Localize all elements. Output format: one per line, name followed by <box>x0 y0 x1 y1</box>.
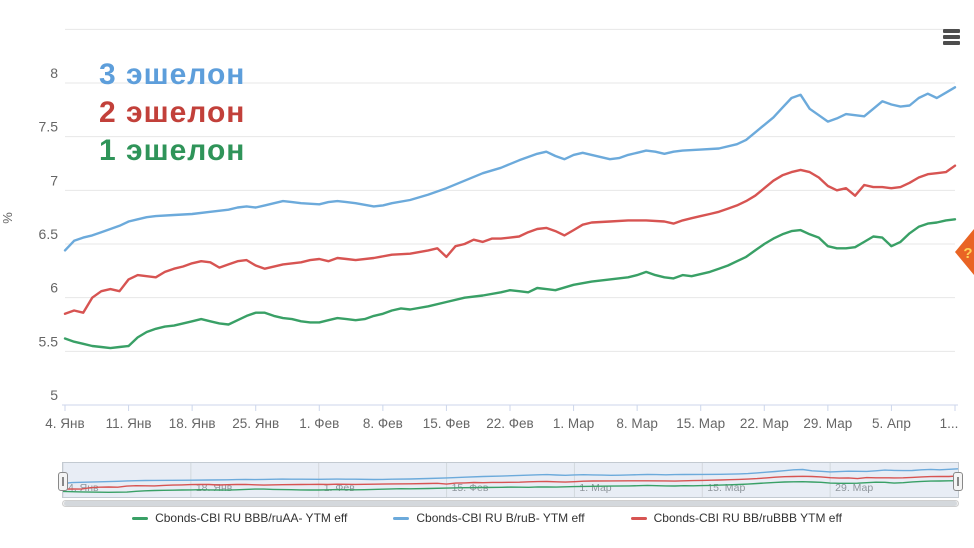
navigator-label: 4. Янв <box>68 482 99 494</box>
x-axis-label: 1. Фев <box>299 416 339 431</box>
price-chart-plot-area[interactable]: 5 5.5 6 6.5 7 7.5 8% 4. Янв 11. Янв 18. Янв 25. Ян… <box>0 0 974 458</box>
legend-item-bbb-ruaa[interactable]: Cbonds-CBI RU BBB/ruAA- YTM eff <box>132 511 347 525</box>
question-mark-icon: ? <box>963 245 972 262</box>
y-axis-label: 6.5 <box>39 226 59 242</box>
x-axis-label: 1. Мар <box>553 416 594 431</box>
series-line-2 <box>63 164 957 315</box>
y-axis-label: 6 <box>50 280 58 296</box>
x-axis-label: 11. Янв <box>106 416 152 431</box>
y-axis-label: 5.5 <box>39 333 59 349</box>
legend-label: Cbonds-CBI RU BBB/ruAA- YTM eff <box>155 511 348 525</box>
hamburger-icon[interactable] <box>938 27 960 47</box>
help-flag[interactable]: ? <box>954 228 974 276</box>
navigator-left-handle[interactable] <box>58 472 68 491</box>
legend-item-bb-rubbb[interactable]: Cbonds-CBI RU BB/ruBBB YTM eff <box>630 511 842 525</box>
legend-label: Cbonds-CBI RU B/ruB- YTM eff <box>416 511 585 525</box>
legend-label: Cbonds-CBI RU BB/ruBBB YTM eff <box>653 511 842 525</box>
annotation-tier-1: 1 эшелон <box>99 134 246 167</box>
scrollbar-thumb[interactable] <box>64 501 957 506</box>
annotation-tier-3: 3 эшелон <box>99 58 246 91</box>
legend-dash-red <box>630 516 647 520</box>
navigator-label: 1. Мар <box>579 482 611 494</box>
series-line-1 <box>63 86 957 252</box>
x-axis-label: 8. Мар <box>616 416 657 431</box>
navigator-series-line-1 <box>62 468 959 485</box>
legend: Cbonds-CBI RU BBB/ruAA- YTM eff Cbonds-C… <box>0 511 974 525</box>
x-axis-label: 5. Апр <box>872 416 911 431</box>
x-axis-label: 15. Фев <box>423 416 470 431</box>
series-line-3 <box>63 218 957 350</box>
navigator[interactable]: 4. Янв 18. Янв 1. Фев 15. Фев 1. Мар 15. Мар 2… <box>58 462 963 498</box>
y-axis-label: 5 <box>50 387 58 403</box>
navigator-label: 18. Янв <box>196 482 233 494</box>
x-axis-label: 18. Янв <box>169 416 216 431</box>
x-axis-label: 29. Мар <box>803 416 852 431</box>
y-axis-title: % <box>0 212 15 224</box>
x-axis-label: 22. Фев <box>486 416 533 431</box>
navigator-label: 29. Мар <box>835 482 873 494</box>
scrollbar-track[interactable] <box>62 500 959 507</box>
y-axis-label: 7 <box>50 172 58 188</box>
x-axis-label: 8. Фев <box>363 416 403 431</box>
x-axis-label: 1... <box>940 416 959 431</box>
y-axis-label: 7.5 <box>39 119 59 135</box>
navigator-right-handle[interactable] <box>953 472 963 491</box>
x-axis-label: 25. Янв <box>232 416 279 431</box>
navigator-mini-chart: 4. Янв 18. Янв 1. Фев 15. Фев 1. Мар 15. Мар 2… <box>62 463 959 497</box>
legend-dash-blue <box>393 516 410 520</box>
legend-dash-green <box>132 516 149 520</box>
x-axis-label: 22. Мар <box>740 416 789 431</box>
annotation-tier-2: 2 эшелон <box>99 96 246 129</box>
x-axis-label: 15. Мар <box>676 416 725 431</box>
x-axis-label: 4. Янв <box>45 416 84 431</box>
legend-item-b-rub[interactable]: Cbonds-CBI RU B/ruB- YTM eff <box>393 511 585 525</box>
navigator-series-line-3 <box>62 480 959 494</box>
navigator-series-line-2 <box>62 475 959 490</box>
y-axis-label: 8 <box>50 65 58 81</box>
